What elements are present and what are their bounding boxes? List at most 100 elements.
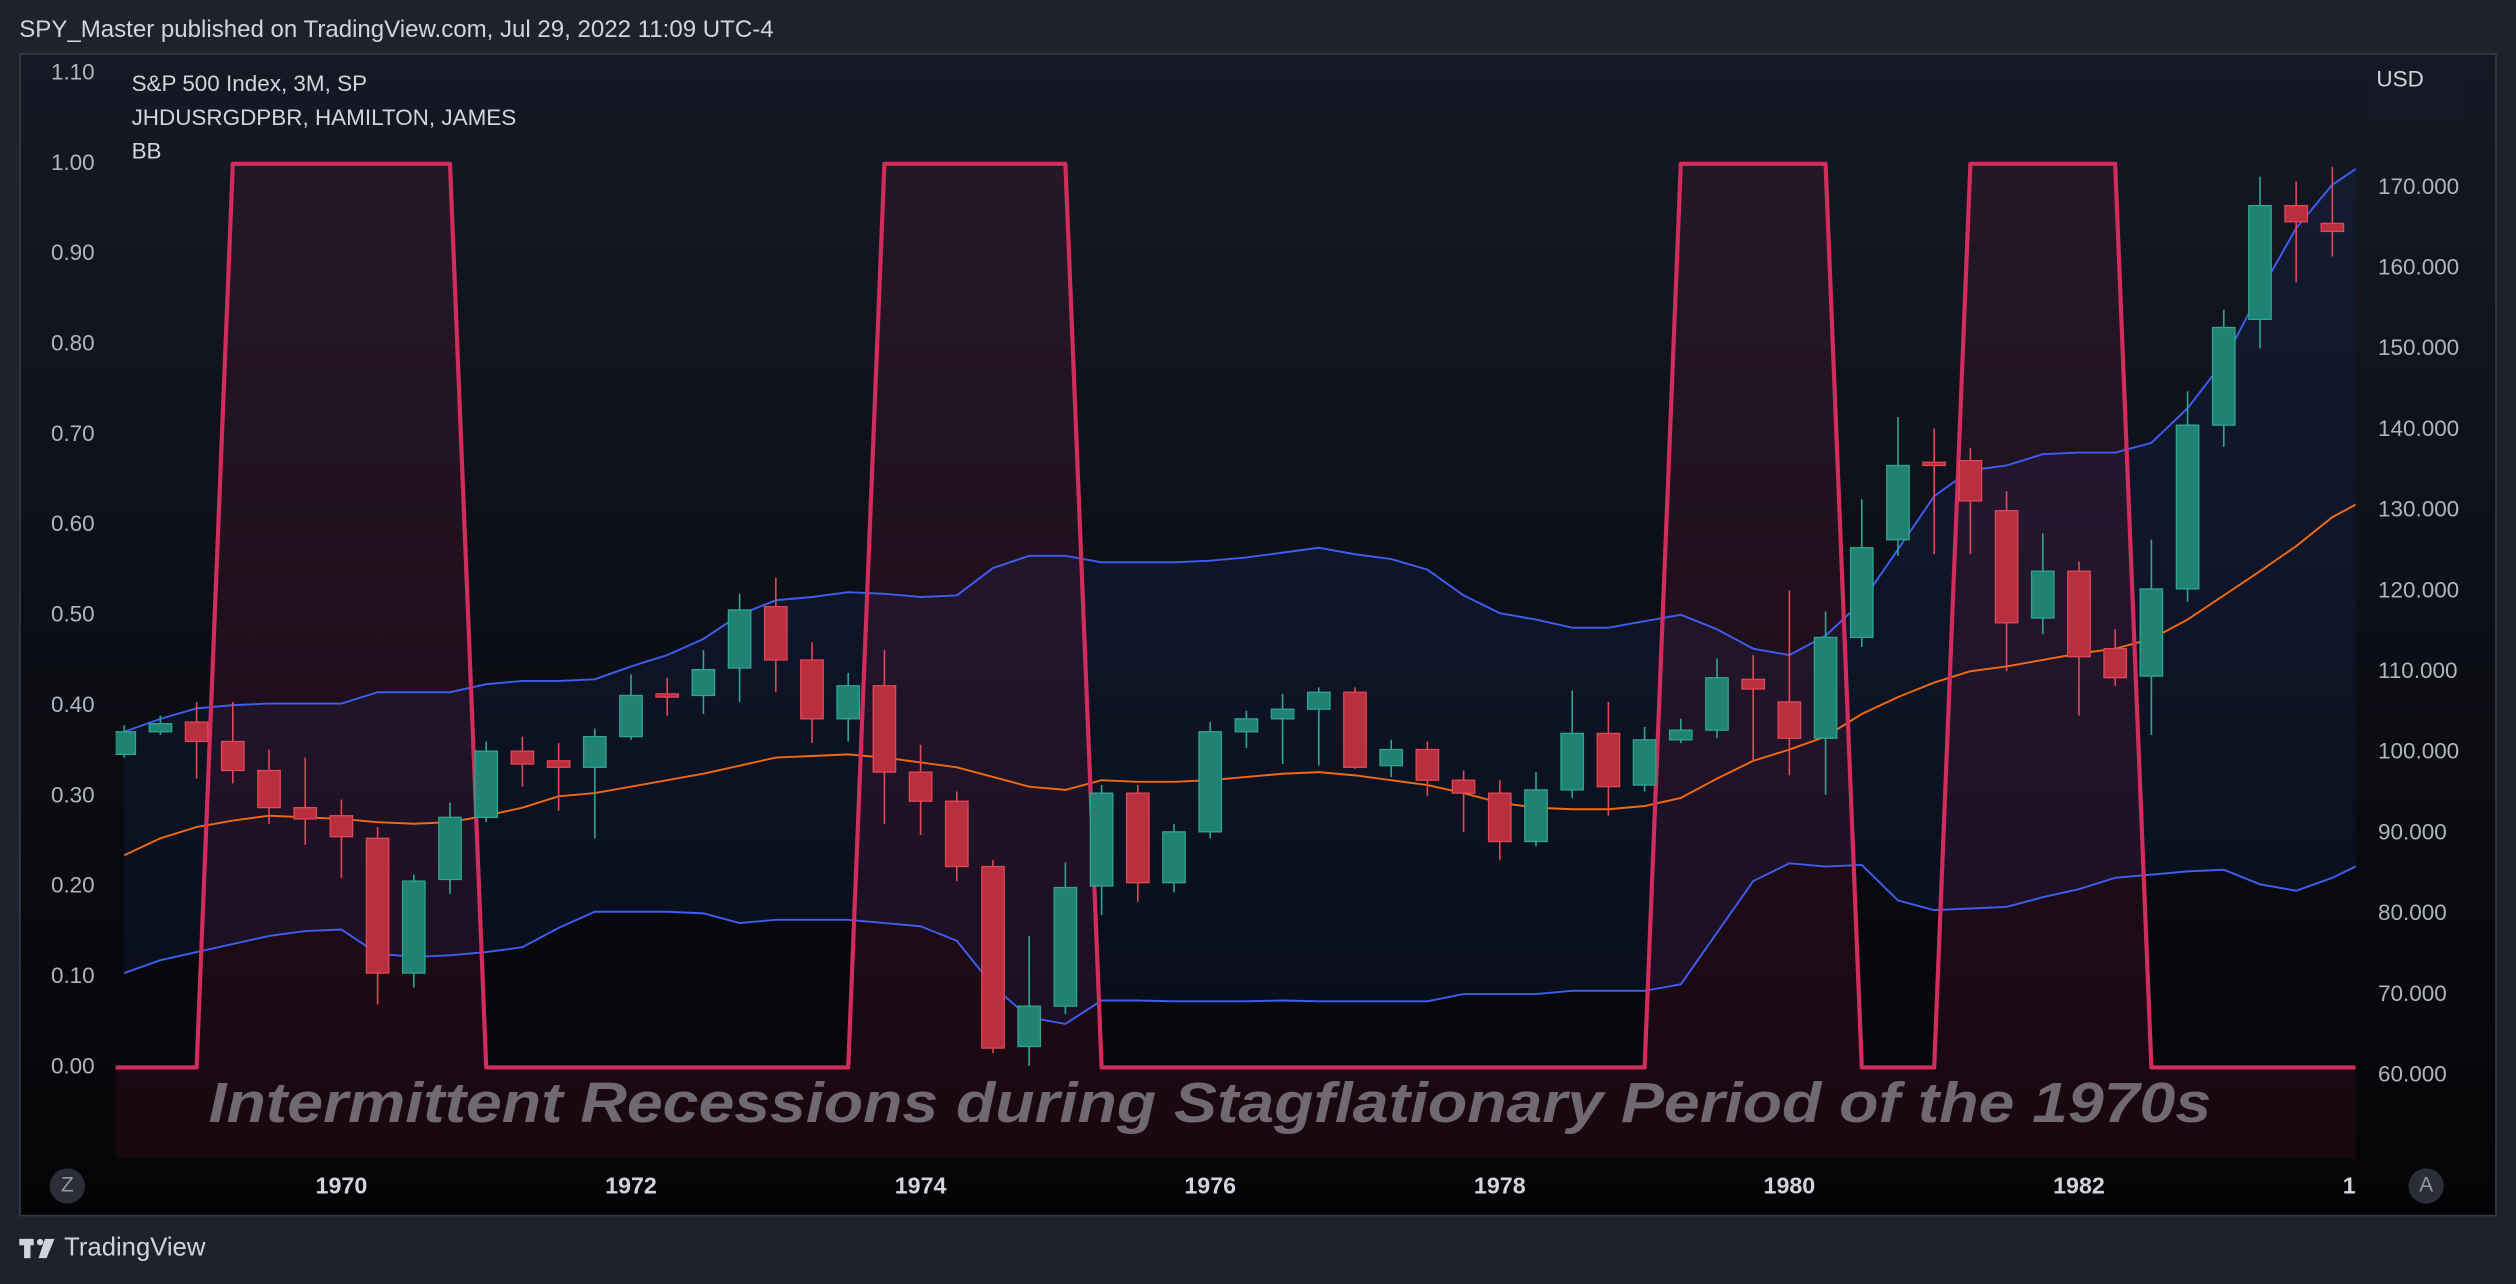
y2-tick-label: 140.000 — [2378, 416, 2459, 441]
y2-tick-label: 130.000 — [2378, 497, 2459, 522]
candle-body — [1524, 789, 1548, 843]
band-fill — [124, 169, 2356, 1024]
y-tick-label: 0.20 — [51, 873, 95, 898]
candle-body — [1958, 459, 1983, 502]
candle-body — [582, 735, 607, 768]
legend-entry: BB — [132, 139, 162, 164]
y2-tick-label: 90.000 — [2378, 819, 2447, 844]
x-tick-label: 1982 — [2053, 1173, 2105, 1199]
candle-body — [1451, 779, 1476, 794]
candle-body — [1705, 677, 1729, 731]
currency-unit: USD — [2376, 66, 2423, 91]
zoom-button-label[interactable]: Z — [61, 1173, 74, 1196]
y-tick-label: 0.10 — [51, 963, 95, 988]
unit-background — [2365, 64, 2462, 123]
y2-tick-label: 110.000 — [2378, 658, 2458, 683]
y2-tick-label: 150.000 — [2378, 335, 2459, 360]
candle-body — [2067, 570, 2091, 658]
x-tick-label: 1974 — [895, 1173, 947, 1199]
candle-body — [2248, 204, 2272, 321]
x-tick-label: 1976 — [1184, 1173, 1236, 1199]
candle-body — [1849, 547, 1874, 639]
y2-tick-label: 100.000 — [2378, 739, 2459, 764]
candle-body — [1994, 510, 2019, 624]
brand-name: TradingView — [64, 1233, 206, 1261]
y-tick-label: 1.00 — [51, 150, 95, 175]
x-tick-label: 1970 — [316, 1173, 368, 1199]
candle-body — [1922, 461, 1947, 467]
candle-body — [872, 685, 897, 773]
x-tick-label: 1978 — [1474, 1173, 1526, 1199]
y2-tick-label: 80.000 — [2378, 900, 2447, 925]
candle-body — [727, 609, 752, 669]
y-tick-label: 0.70 — [51, 421, 95, 446]
candle-body — [184, 721, 209, 743]
candle-body — [2320, 222, 2345, 233]
candle-body — [691, 668, 716, 697]
auto-scale-button-label[interactable]: A — [2419, 1173, 2433, 1196]
y2-tick-label: 170.000 — [2378, 174, 2459, 199]
candle-body — [2211, 326, 2236, 426]
band-line — [123, 167, 2356, 733]
candle-body — [944, 800, 969, 868]
recession-fill — [115, 163, 2356, 1159]
candle-body — [1415, 748, 1440, 781]
candle-body — [2030, 570, 2055, 619]
y2-tick-label: 160.000 — [2378, 255, 2459, 280]
auto-scale-button[interactable] — [2408, 1168, 2444, 1204]
candle-body — [1234, 718, 1259, 733]
y-tick-label: 0.30 — [51, 782, 95, 807]
band-line — [123, 862, 2356, 1025]
candle-body — [2103, 648, 2128, 679]
y-tick-label: 0.80 — [51, 331, 95, 356]
recession-line — [115, 161, 2356, 1070]
y-tick-label: 0.00 — [51, 1053, 95, 1078]
candle-body — [1017, 1005, 1042, 1048]
candle-body — [1813, 636, 1838, 739]
candle-body — [546, 760, 571, 768]
candle-body — [619, 694, 643, 738]
candle-body — [800, 659, 824, 720]
band-line — [123, 503, 2356, 857]
candle-body — [1306, 691, 1331, 710]
candle-body — [1089, 792, 1114, 887]
legend-entry: S&P 500 Index, 3M, SP — [132, 71, 367, 96]
y2-tick-label: 120.000 — [2378, 577, 2459, 602]
candle-body — [2139, 588, 2164, 677]
y-tick-label: 0.90 — [51, 240, 95, 265]
publish-info: SPY_Master published on TradingView.com,… — [19, 16, 773, 43]
y2-tick-label: 70.000 — [2378, 981, 2447, 1006]
candle-body — [981, 865, 1005, 1049]
legend-entry: JHDUSRGDPBR, HAMILTON, JAMES — [132, 105, 517, 130]
candle-body — [1560, 732, 1585, 791]
candle-body — [1668, 729, 1693, 741]
candle-body — [1162, 831, 1186, 884]
y2-tick-label: 60.000 — [2378, 1061, 2447, 1086]
y-tick-label: 0.60 — [51, 511, 95, 536]
y-tick-label: 0.50 — [51, 602, 95, 627]
x-axis-labels: 1970 1972 1974 1976 1978 1980 1982 1984 — [316, 1173, 2395, 1199]
candle-body — [1632, 739, 1657, 786]
plot-area — [115, 161, 2356, 1159]
y-tick-label: 1.10 — [51, 59, 95, 84]
annotation: Intermittent Recessions during Stagflati… — [209, 1071, 2212, 1134]
candle-body — [836, 685, 861, 720]
candle-body — [257, 769, 281, 809]
candle-body — [1125, 792, 1150, 884]
candle-body — [401, 880, 426, 974]
brand-logo — [19, 1238, 55, 1259]
candle-body — [655, 693, 680, 698]
candle-body — [763, 606, 788, 661]
candle-body — [1053, 886, 1078, 1007]
candle-body — [474, 750, 499, 818]
candle-body — [148, 723, 173, 733]
candle-body — [1379, 748, 1404, 767]
x-tick-label: 1980 — [1764, 1173, 1816, 1199]
candle-body — [1741, 678, 1766, 690]
candle-body — [908, 771, 933, 802]
candle-body — [438, 816, 462, 881]
x-tick-label: 1984 — [2343, 1173, 2395, 1199]
zoom-button[interactable] — [49, 1168, 86, 1204]
